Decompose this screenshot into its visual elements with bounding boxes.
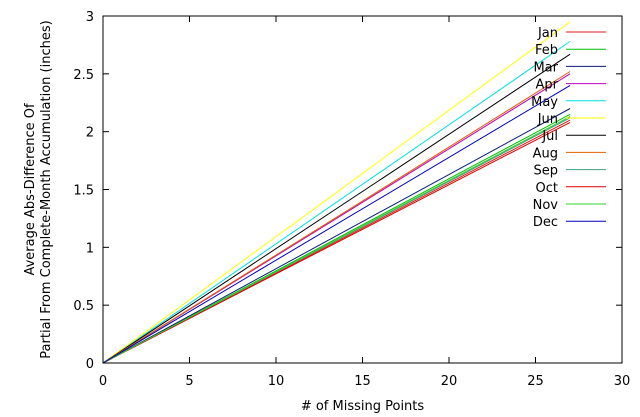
series-line-jun — [102, 21, 571, 364]
legend-label-jun: Jun — [537, 112, 558, 127]
legend-label-sep: Sep — [533, 164, 558, 179]
legend: Jan Feb Mar Apr May Jun Jul Aug Sep Oct Nov Dec — [531, 26, 606, 230]
x-tick-label: 20 — [441, 374, 458, 389]
legend-label-apr: Apr — [536, 78, 559, 93]
series-line-jul — [102, 53, 571, 364]
x-tick-label: 30 — [614, 374, 631, 389]
series-line-mar — [102, 108, 571, 364]
y-tick-label: 2 — [86, 126, 94, 141]
x-axis-title: # of Missing Points — [301, 399, 425, 414]
y-tick-label: 1 — [86, 241, 94, 256]
y-axis-title-line-2: Partial From Complete-Month Accumulation… — [39, 20, 54, 358]
y-tick-label: 0.5 — [73, 299, 94, 314]
legend-label-dec: Dec — [533, 215, 558, 230]
legend-label-oct: Oct — [536, 181, 558, 196]
series-line-nov — [102, 116, 571, 364]
axis-tick-labels: 0 5 10 15 20 25 30 0 0.5 1 1.5 2 2.5 3 — [73, 10, 630, 389]
y-tick-label: 1.5 — [73, 184, 94, 199]
axis-ticks — [102, 15, 623, 364]
x-tick-label: 15 — [354, 374, 371, 389]
y-axis-title-line-1: Average Abs-Difference Of — [23, 103, 38, 276]
series-line-oct — [102, 121, 571, 364]
legend-label-nov: Nov — [533, 198, 559, 213]
x-tick-label: 0 — [99, 374, 107, 389]
y-tick-label: 0 — [86, 357, 94, 372]
legend-label-may: May — [531, 95, 558, 110]
series-line-may — [102, 40, 571, 364]
legend-label-jan: Jan — [537, 26, 558, 41]
y-tick-label: 2.5 — [73, 68, 94, 83]
legend-label-jul: Jul — [541, 129, 558, 144]
legend-label-aug: Aug — [533, 146, 558, 161]
plot-lines — [102, 21, 571, 364]
legend-label-mar: Mar — [533, 60, 558, 75]
series-line-dec — [102, 84, 571, 364]
legend-label-feb: Feb — [535, 43, 558, 58]
series-line-aug — [102, 71, 571, 364]
x-tick-label: 5 — [185, 374, 193, 389]
x-tick-label: 10 — [268, 374, 285, 389]
x-tick-label: 25 — [527, 374, 544, 389]
y-tick-label: 3 — [86, 10, 94, 25]
